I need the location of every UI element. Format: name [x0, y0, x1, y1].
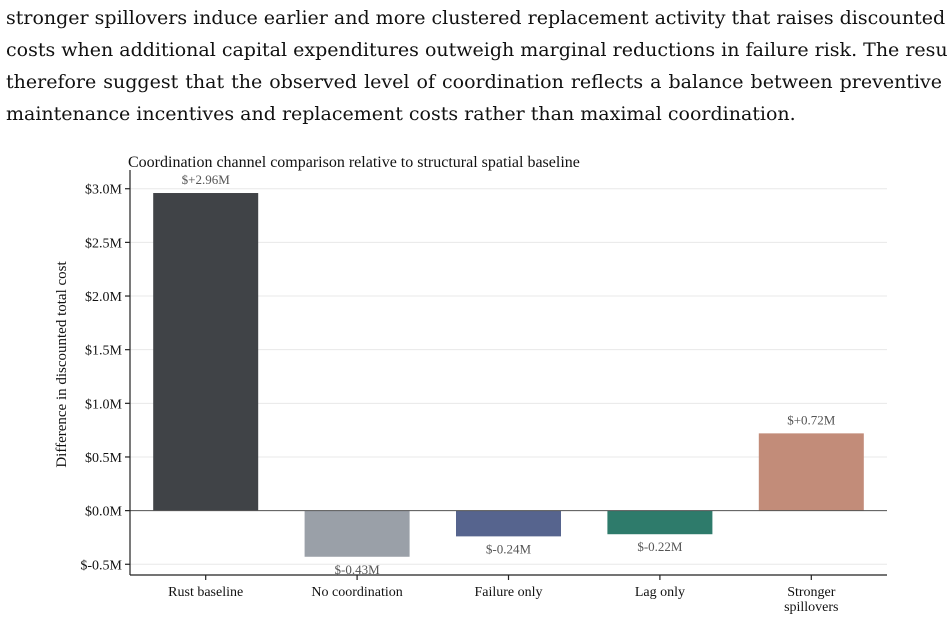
bar [304, 510, 410, 557]
bar-layer: $+2.96M $-0.43M $-0.24M $-0.22M $+0.72M [153, 172, 864, 577]
bar-value-label: $-0.24M [486, 541, 532, 556]
x-tick-label: Lag only [635, 585, 685, 600]
paragraph-line-1: stronger spillovers induce earlier and m… [6, 7, 946, 29]
x-tick-label: Stronger spillovers [784, 585, 838, 615]
body-paragraph: stronger spillovers induce earlier and m… [6, 2, 947, 130]
y-tick-label: $0.5M [85, 451, 123, 466]
y-tick-label: $1.0M [85, 397, 123, 412]
bar [758, 433, 864, 511]
y-tick-label: $0.0M [85, 505, 123, 520]
bar-chart-figure: Coordination channel comparison relative… [0, 146, 947, 622]
x-tick-label: Rust baseline [168, 585, 243, 600]
y-tick-label: $3.0M [85, 183, 123, 198]
x-tick-label: No coordination [311, 585, 402, 600]
y-axis-label: Difference in discounted total cost [54, 261, 70, 468]
paragraph-line-3: therefore suggest that the observed leve… [6, 71, 942, 93]
bar-value-label: $+0.72M [787, 412, 836, 427]
axis-layer: $3.0M $2.5M $2.0M $1.5M $1.0M $0.5M $0.0M $-0.5… [80, 170, 887, 615]
bar [607, 510, 713, 535]
bar-value-label: $-0.22M [637, 539, 683, 554]
paragraph-line-4: maintenance incentives and replacement c… [6, 103, 796, 125]
bar [153, 193, 259, 511]
chart-title: Coordination channel comparison relative… [128, 154, 580, 171]
y-tick-label: $2.0M [85, 290, 123, 305]
x-tick-label: Failure only [474, 585, 542, 600]
y-tick-label: $-0.5M [80, 558, 122, 573]
paragraph-line-2: costs when additional capital expenditur… [6, 39, 947, 61]
y-tick-label: $1.5M [85, 344, 123, 359]
y-tick-label: $2.5M [85, 236, 123, 251]
bar [456, 510, 561, 537]
bar-value-label: $+2.96M [182, 172, 231, 187]
bar-chart: Coordination channel comparison relative… [54, 154, 887, 615]
bar-value-label: $-0.43M [335, 562, 381, 577]
